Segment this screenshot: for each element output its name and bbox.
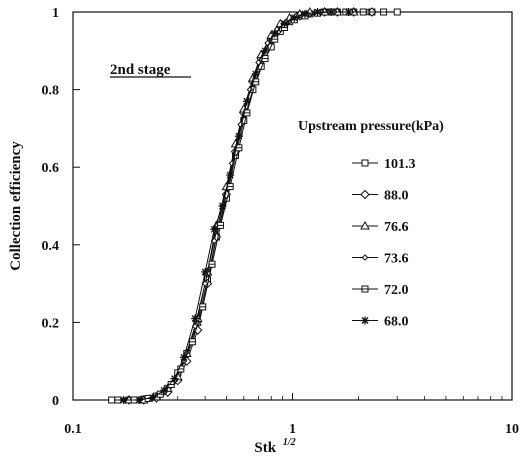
x-axis-label: Stk 1/2 (254, 437, 295, 456)
data-point-d2 (281, 20, 289, 28)
legend-marker (360, 220, 370, 230)
legend-title: Upstream pressure(kPa) (298, 119, 444, 134)
series-layer (108, 6, 401, 405)
legend-item: 68.0 (352, 315, 409, 330)
data-point (234, 132, 243, 141)
data-point (280, 19, 289, 28)
legend-item: 88.0 (352, 189, 409, 204)
legend-label: 68.0 (384, 315, 409, 330)
data-point (210, 237, 218, 245)
legend-label: 72.0 (384, 283, 409, 298)
series-68.0 (119, 8, 353, 404)
data-point (313, 8, 322, 16)
x-tick-label: 0.1 (64, 422, 82, 437)
y-tick-label: 0 (52, 394, 59, 409)
data-point-d2 (135, 396, 143, 404)
data-point (270, 29, 279, 38)
data-point-d2 (180, 353, 188, 361)
legend-label: 76.6 (384, 220, 409, 235)
legend-item: 73.6 (352, 252, 409, 267)
legend-marker-d2 (361, 317, 369, 324)
annotation-stage: 2nd stage (110, 62, 171, 78)
legend-marker (361, 285, 369, 293)
x-axis-label-main: Stk (254, 440, 276, 456)
data-point (201, 280, 209, 287)
x-axis-label-superscript: 1/2 (283, 437, 296, 448)
data-point-d2 (243, 97, 251, 105)
data-point (108, 396, 116, 404)
legend-label: 73.6 (384, 252, 409, 267)
y-tick-label: 0.4 (42, 239, 60, 254)
data-point-d2 (210, 225, 218, 233)
data-point-d2 (271, 29, 279, 37)
data-point-d2 (226, 171, 234, 179)
legend: 101.3 88.0 76.6 73.6 72.0 68.0 (352, 157, 416, 330)
x-axis-ticks: 0.1 1 10 (64, 393, 519, 437)
data-point-d2 (191, 315, 199, 322)
data-point (135, 396, 144, 404)
data-point (199, 303, 207, 311)
data-point-d2 (252, 70, 260, 78)
data-point (179, 353, 188, 362)
data-point-d2 (219, 202, 226, 210)
legend-item: 101.3 (352, 157, 416, 172)
x-tick-label: 1 (289, 422, 296, 437)
y-axis-label: Collection efficiency (8, 141, 24, 271)
data-point-d2 (120, 396, 128, 404)
data-point (148, 393, 157, 402)
data-point (170, 374, 179, 383)
legend-marker (360, 189, 370, 200)
data-point-d2 (327, 8, 335, 16)
legend-item: 72.0 (352, 283, 409, 298)
data-point (119, 396, 128, 404)
data-point-d2 (201, 268, 209, 276)
data-point-d2 (345, 8, 352, 16)
data-point (242, 97, 251, 106)
data-point (160, 386, 169, 395)
data-point (226, 170, 235, 179)
series-line (123, 11, 349, 401)
data-point (261, 46, 270, 55)
legend-item: 76.6 (352, 220, 409, 235)
data-point (188, 338, 196, 346)
data-point-d2 (261, 47, 269, 55)
data-point (273, 26, 281, 33)
data-point (217, 221, 225, 229)
legend-label: 88.0 (384, 189, 409, 204)
data-point (251, 70, 260, 79)
data-point (300, 9, 309, 18)
legend-marker (361, 159, 369, 167)
y-tick-label: 0.6 (42, 161, 60, 176)
data-point-d2 (160, 386, 168, 394)
data-point (359, 8, 367, 16)
legend-label: 101.3 (384, 157, 416, 172)
data-point-d2 (314, 8, 321, 16)
legend-marker (361, 316, 369, 325)
data-point (327, 8, 336, 16)
data-point (380, 8, 388, 16)
series-72.0 (114, 8, 388, 404)
data-point (210, 225, 219, 234)
data-point (290, 13, 299, 22)
data-point-d2 (148, 394, 156, 402)
y-tick-label: 1 (52, 6, 59, 21)
y-axis-ticks: 0 0.2 0.4 0.6 0.8 1 (42, 6, 80, 409)
y-tick-label: 0.2 (42, 316, 60, 331)
data-point (208, 260, 216, 268)
data-point (218, 202, 227, 210)
legend-marker (361, 254, 369, 261)
data-point-d2 (235, 132, 243, 140)
x-tick-label: 10 (505, 422, 519, 437)
data-point-d2 (171, 375, 178, 383)
y-tick-label: 0.8 (42, 84, 60, 99)
data-point-d2 (290, 14, 298, 22)
data-point-d2 (301, 10, 309, 18)
data-point (191, 314, 200, 323)
data-point (344, 8, 353, 16)
data-point (393, 8, 401, 16)
data-point (201, 267, 210, 276)
